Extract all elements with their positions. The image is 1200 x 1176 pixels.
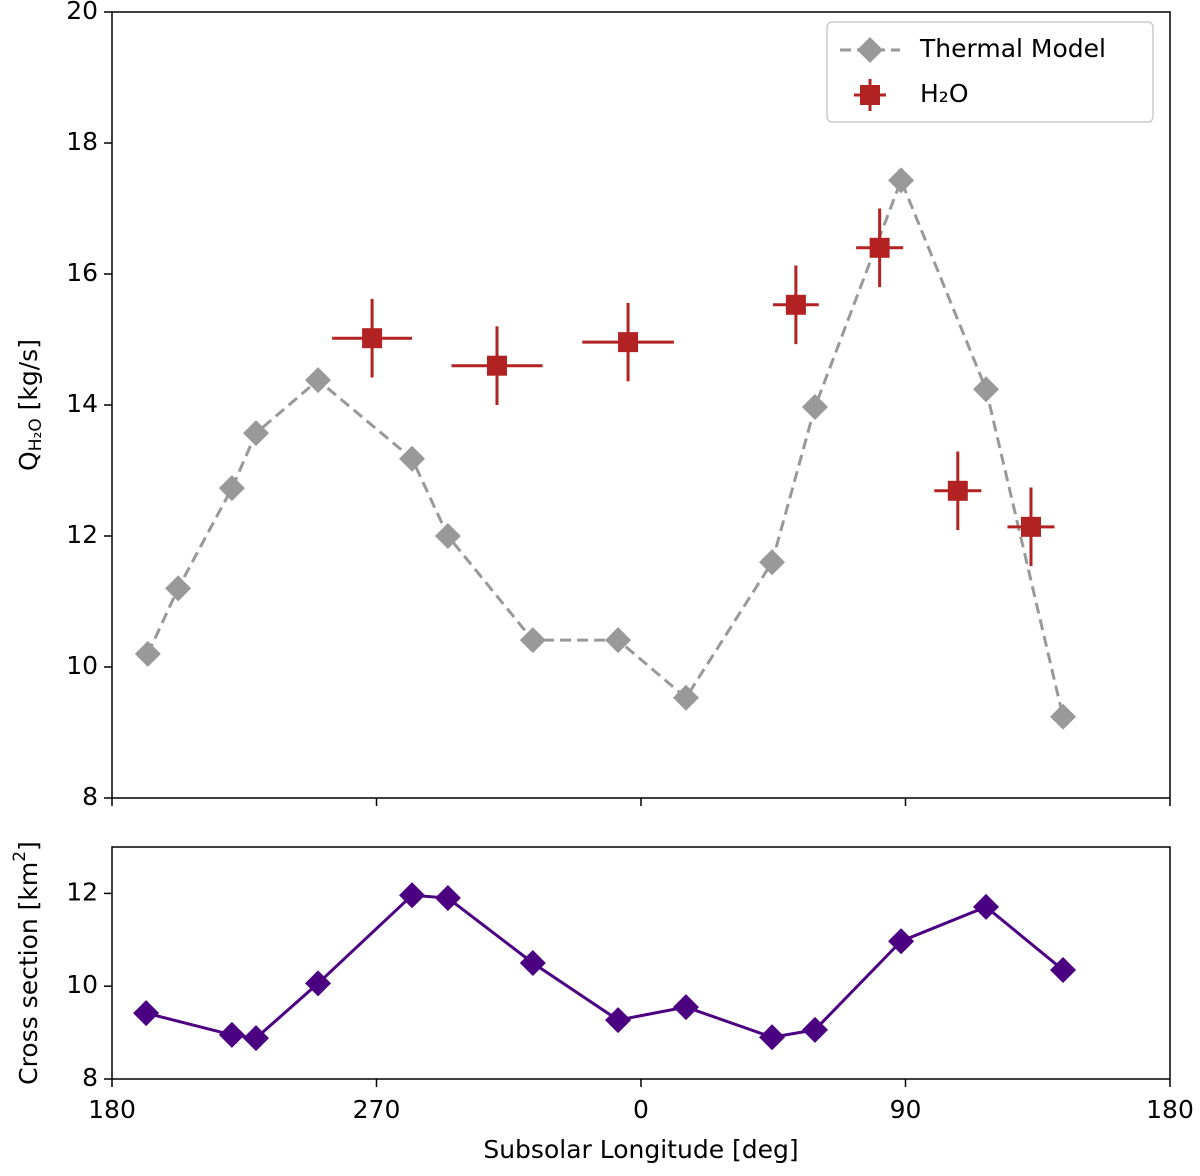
legend-label: H₂O — [920, 79, 969, 108]
legend-marker — [857, 37, 883, 63]
marker — [888, 928, 915, 955]
marker — [519, 627, 546, 654]
y-tick-label: 14 — [66, 389, 98, 418]
y-label-sub: H₂O — [26, 418, 46, 451]
marker — [486, 355, 507, 376]
marker — [869, 237, 890, 258]
plot-area — [111, 11, 1171, 799]
marker — [218, 475, 245, 502]
y-tick-label: 8 — [82, 782, 98, 811]
marker — [1050, 703, 1077, 730]
marker — [434, 523, 461, 549]
marker — [888, 167, 915, 194]
y-tick-label: 8 — [82, 1063, 98, 1092]
marker — [801, 1016, 828, 1043]
y-tick-label: 18 — [66, 127, 98, 156]
marker — [973, 893, 1000, 920]
legend-label: Thermal Model — [919, 34, 1106, 63]
marker — [759, 549, 786, 576]
y-tick-label: 20 — [66, 0, 98, 25]
marker — [605, 1007, 632, 1034]
marker — [1050, 956, 1077, 983]
marker — [672, 684, 699, 711]
x-tick-label: 180 — [1146, 1095, 1194, 1124]
marker — [305, 367, 332, 394]
marker — [165, 575, 192, 602]
marker — [519, 950, 546, 976]
marker — [134, 640, 161, 667]
y-tick-label: 12 — [66, 877, 98, 906]
legend-box — [826, 21, 1154, 123]
marker — [305, 970, 332, 997]
x-tick-label: 90 — [890, 1095, 922, 1124]
marker — [1020, 516, 1041, 537]
marker — [973, 376, 1000, 403]
marker — [434, 885, 461, 912]
y-label-unit: ] — [14, 841, 43, 851]
marker — [672, 994, 699, 1021]
y-axis-label: Cross section [km2] — [10, 841, 43, 1085]
marker — [618, 332, 639, 353]
marker — [785, 294, 806, 315]
x-tick-label: 0 — [633, 1095, 649, 1124]
marker — [133, 1000, 160, 1027]
y-tick-label: 10 — [66, 651, 98, 680]
marker — [399, 882, 426, 909]
y-label-main: Q — [14, 451, 43, 471]
marker — [759, 1024, 786, 1051]
y-label-sup: 2 — [10, 851, 30, 862]
plot-area — [111, 846, 1171, 1080]
marker — [362, 328, 383, 349]
legend-marker — [860, 85, 880, 105]
x-tick-label: 270 — [353, 1095, 401, 1124]
marker — [801, 393, 828, 420]
marker — [399, 445, 426, 472]
marker — [218, 1021, 245, 1048]
y-tick-label: 16 — [66, 258, 98, 287]
marker — [605, 627, 632, 654]
y-label-main: Cross section [km — [14, 862, 43, 1085]
y-axis-label: QH₂O [kg/s] — [14, 339, 46, 471]
y-label-unit: [kg/s] — [14, 339, 43, 418]
series-line — [146, 176, 1065, 718]
marker — [243, 1025, 270, 1052]
x-tick-label: 180 — [88, 1095, 136, 1124]
marker — [947, 480, 968, 501]
y-tick-label: 12 — [66, 520, 98, 549]
series-line — [145, 893, 1064, 1040]
marker — [243, 420, 270, 447]
x-axis-label: Subsolar Longitude [deg] — [483, 1135, 798, 1164]
y-tick-label: 10 — [66, 970, 98, 999]
